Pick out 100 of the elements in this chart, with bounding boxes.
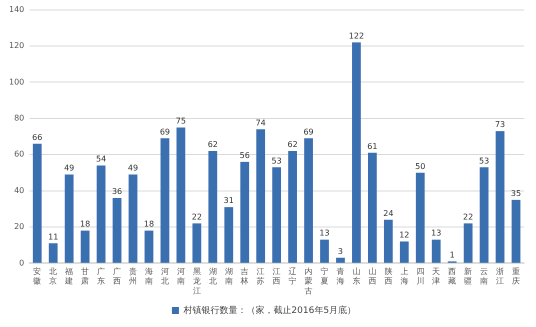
data-label: 75	[176, 116, 186, 126]
x-tick-label: 广西	[113, 267, 122, 286]
bar	[32, 144, 42, 263]
bar	[256, 129, 266, 263]
data-label: 22	[463, 212, 474, 222]
data-label: 56	[240, 150, 250, 160]
bar	[80, 230, 90, 263]
data-label: 53	[479, 156, 490, 166]
data-label: 31	[224, 196, 234, 206]
bar	[400, 241, 409, 263]
x-tick-label: 天津	[432, 267, 440, 286]
y-tick-label: 100	[8, 77, 24, 86]
bar	[48, 243, 58, 263]
y-tick-label: 20	[14, 222, 24, 232]
x-tick-label: 海南	[144, 267, 153, 286]
data-label: 69	[303, 127, 314, 136]
x-tick-label: 云南	[480, 267, 488, 286]
bar	[304, 138, 313, 263]
y-tick-label: 40	[14, 186, 24, 195]
x-tick-label: 浙江	[496, 267, 504, 286]
x-tick-label: 上海	[400, 267, 408, 286]
data-label: 66	[32, 132, 42, 142]
y-tick-label: 0	[19, 258, 24, 268]
data-label: 62	[288, 140, 298, 150]
bar	[336, 258, 345, 263]
data-label: 18	[80, 220, 90, 229]
bar	[128, 174, 138, 263]
data-label: 22	[192, 212, 202, 222]
x-tick-label: 四川	[416, 267, 424, 286]
data-label: 74	[256, 118, 266, 128]
bar	[160, 138, 170, 263]
bar	[496, 131, 504, 263]
bar	[416, 172, 425, 263]
data-label: 11	[48, 232, 58, 242]
x-tick-label: 湖南	[224, 267, 233, 286]
bar	[64, 174, 74, 263]
data-label: 24	[383, 208, 394, 218]
y-tick-label: 80	[14, 113, 24, 122]
data-label: 62	[208, 140, 218, 150]
x-tick-label: 河南	[176, 267, 185, 286]
data-label: 50	[415, 162, 426, 171]
x-tick-label: 江苏	[256, 267, 265, 286]
bar	[320, 240, 329, 263]
bar	[192, 223, 202, 263]
bar	[432, 240, 441, 263]
data-label: 122	[348, 31, 364, 40]
data-label: 13	[319, 228, 330, 238]
bar	[96, 165, 106, 263]
x-tick-label: 宁夏	[320, 267, 329, 286]
data-label: 54	[96, 154, 106, 164]
x-tick-label: 吉林	[240, 267, 249, 286]
x-tick-label: 北京	[49, 267, 58, 286]
data-label: 73	[494, 120, 506, 130]
x-tick-label: 青海	[336, 267, 344, 286]
x-tick-label: 广东	[97, 267, 106, 286]
data-label: 36	[112, 187, 122, 196]
x-tick-label: 安徽	[33, 267, 42, 286]
x-tick-label: 山西	[368, 267, 376, 286]
x-tick-label: 新疆	[464, 267, 472, 286]
bar	[112, 198, 122, 263]
y-tick-label: 60	[14, 150, 24, 159]
data-label: 61	[367, 142, 378, 151]
x-tick-label: 江西	[272, 267, 281, 286]
x-tick-label: 陕西	[384, 267, 392, 286]
x-tick-label: 西藏	[448, 267, 456, 286]
data-label: 13	[431, 228, 442, 238]
data-label: 12	[399, 230, 410, 240]
data-label: 18	[144, 220, 154, 229]
x-tick-label: 黑龙江	[192, 267, 201, 296]
bar	[240, 162, 250, 263]
y-tick-label: 140	[8, 4, 24, 14]
bar	[464, 223, 473, 263]
x-tick-label: 河北	[160, 267, 169, 286]
bar	[176, 127, 186, 263]
x-tick-label: 内蒙古	[304, 267, 313, 296]
x-tick-label: 贵州	[129, 267, 138, 286]
bar	[480, 167, 488, 263]
bar	[144, 230, 154, 263]
data-label: 49	[64, 164, 74, 173]
x-tick-label: 湖北	[208, 267, 217, 286]
bar	[384, 220, 393, 263]
y-tick-label: 120	[8, 41, 24, 50]
data-label: 49	[128, 164, 138, 173]
data-label: 35	[510, 188, 522, 198]
data-label: 53	[272, 156, 282, 166]
x-tick-label: 甘肃	[81, 267, 90, 286]
x-tick-label: 辽宁	[288, 267, 297, 286]
x-tick-label: 福建	[64, 267, 74, 286]
data-label: 3	[338, 246, 344, 256]
bar	[224, 207, 234, 263]
legend-label: 村镇银行数量：（家，截止2016年5月底）	[182, 304, 356, 316]
bar	[208, 150, 218, 263]
data-label: 1	[450, 250, 455, 260]
bar	[512, 200, 520, 263]
bar	[288, 150, 297, 263]
x-tick-label: 山东	[352, 267, 360, 286]
bar	[368, 152, 377, 263]
bar	[352, 42, 361, 263]
bar	[272, 167, 282, 263]
x-tick-label: 重庆	[512, 267, 520, 286]
